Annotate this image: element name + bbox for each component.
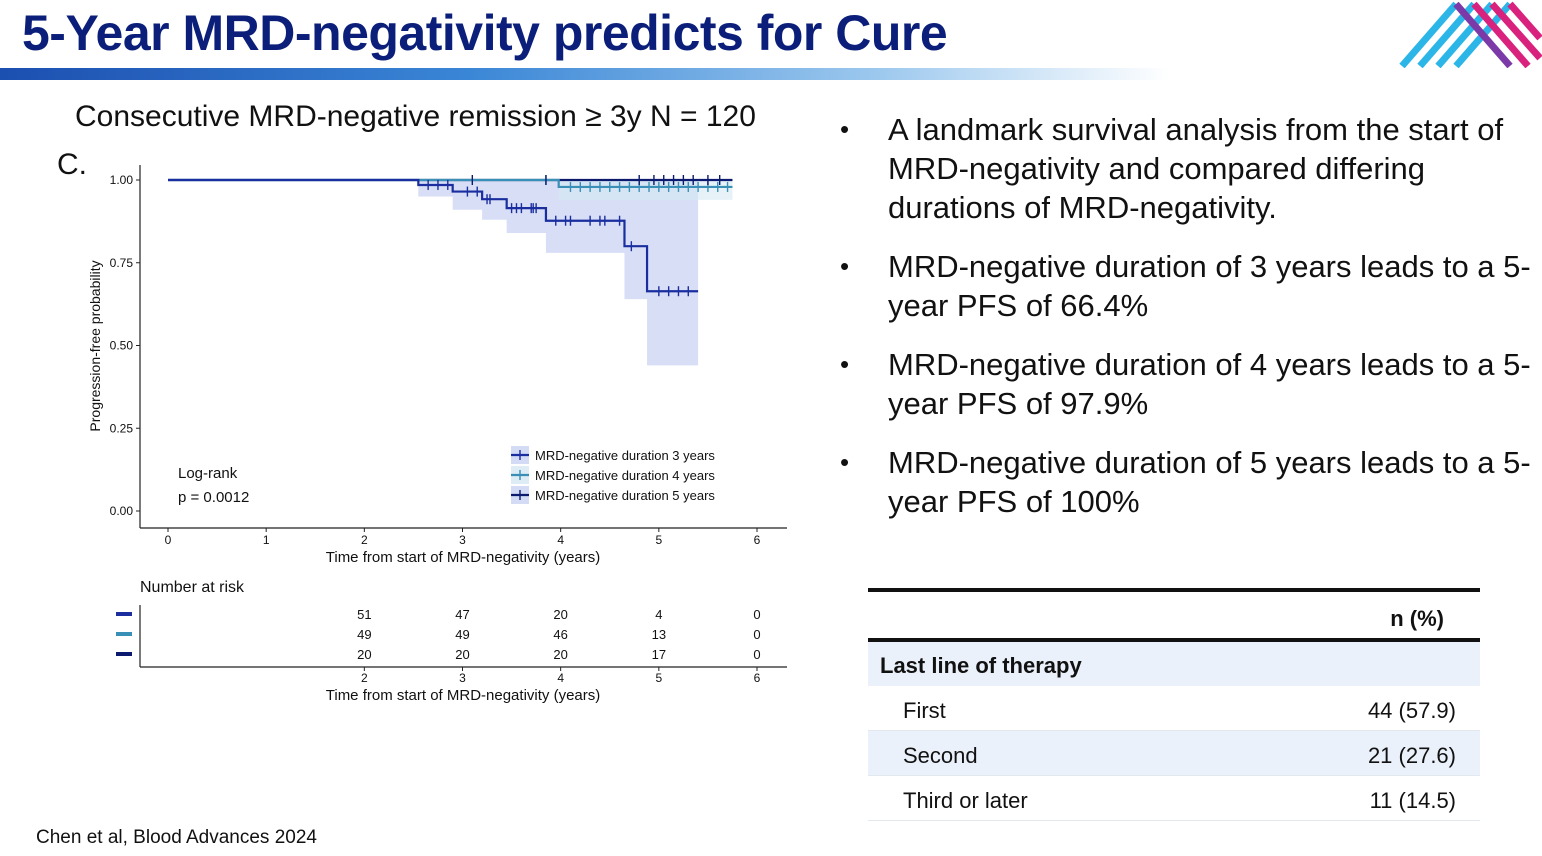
title-underline-bar	[0, 68, 1170, 80]
x-tick-label: 6	[754, 533, 761, 547]
table-row-value: 11 (14.5)	[1369, 788, 1456, 813]
risk-value: 0	[753, 607, 760, 622]
legend-label: MRD-negative duration 4 years	[535, 468, 715, 483]
chart-subtitle: Consecutive MRD-negative remission ≥ 3y …	[75, 100, 756, 133]
risk-x-tick-label: 5	[655, 671, 662, 685]
risk-table-title: Number at risk	[140, 579, 245, 596]
slide-title: 5-Year MRD-negativity predicts for Cure	[22, 5, 948, 61]
bullet-text: A landmark survival analysis from the st…	[888, 112, 1504, 225]
risk-value: 51	[357, 607, 371, 622]
risk-value: 13	[652, 627, 666, 642]
table-row-label: Second	[903, 743, 978, 768]
bullet-dot-icon: •	[840, 114, 850, 144]
x-axis-label: Time from start of MRD-negativity (years…	[326, 549, 601, 566]
risk-value: 20	[455, 647, 469, 662]
km-survival-chart: 0.00 0.25 0.50 0.75 1.00 0 1 2 3 4 5 6 Progression-…	[87, 165, 787, 704]
chart-legend: MRD-negative duration 3 years MRD-negativ…	[511, 446, 715, 504]
risk-value: 17	[652, 647, 666, 662]
risk-x-tick-label: 3	[459, 671, 466, 685]
citation: Chen et al, Blood Advances 2024	[36, 827, 317, 848]
x-tick-label: 1	[263, 533, 270, 547]
legend-label: MRD-negative duration 3 years	[535, 448, 715, 463]
risk-row-color-key	[116, 632, 132, 636]
risk-value: 0	[753, 627, 760, 642]
table-row: Third or later 11 (14.5)	[868, 776, 1480, 821]
risk-value: 49	[455, 627, 469, 642]
x-tick-label: 5	[655, 533, 662, 547]
risk-x-axis-label: Time from start of MRD-negativity (years…	[326, 687, 601, 704]
institution-logo	[1399, 1, 1542, 68]
risk-row-color-key	[116, 652, 132, 656]
table-row-value: 44 (57.9)	[1367, 698, 1456, 723]
bullet-text: MRD-negative duration of 4 years leads t…	[888, 347, 1531, 421]
bullet-item: • MRD-negative duration of 3 years leads …	[840, 247, 1540, 325]
table-top-rule	[868, 588, 1480, 592]
risk-value: 20	[553, 647, 567, 662]
legend-label: MRD-negative duration 5 years	[535, 488, 715, 503]
risk-value: 49	[357, 627, 371, 642]
table-row: Second 21 (27.6)	[868, 731, 1480, 776]
risk-x-tick-label: 2	[361, 671, 368, 685]
bullet-item: • MRD-negative duration of 4 years leads …	[840, 345, 1540, 423]
bullet-item: • MRD-negative duration of 5 years leads …	[840, 443, 1540, 521]
table-row: First 44 (57.9)	[868, 686, 1480, 731]
risk-value: 0	[753, 647, 760, 662]
axis-ticks: 0.00 0.25 0.50 0.75 1.00 0 1 2 3 4 5 6	[110, 173, 761, 547]
ci-band-4y	[558, 180, 733, 200]
bullet-item: • A landmark survival analysis from the s…	[840, 110, 1540, 227]
confidence-bands	[418, 180, 733, 366]
risk-row-color-key	[116, 612, 132, 616]
table-row-label: Third or later	[903, 788, 1028, 813]
y-tick-label: 0.25	[110, 421, 134, 435]
risk-value: 20	[553, 607, 567, 622]
risk-value: 4	[655, 607, 662, 622]
x-tick-label: 2	[361, 533, 368, 547]
table-section-label: Last line of therapy	[880, 653, 1082, 678]
y-axis-label: Progression-free probability	[87, 260, 103, 431]
table-header-n-percent: n (%)	[1390, 606, 1444, 631]
bullet-dot-icon: •	[840, 251, 850, 281]
panel-label: C.	[57, 148, 87, 181]
risk-x-tick-label: 4	[557, 671, 564, 685]
bullet-dot-icon: •	[840, 447, 850, 477]
table-row-label: First	[903, 698, 946, 723]
risk-x-tick-label: 6	[754, 671, 761, 685]
x-tick-label: 0	[165, 533, 172, 547]
ci-band-3y	[418, 180, 699, 366]
y-tick-label: 0.75	[110, 256, 134, 270]
bullet-text: MRD-negative duration of 3 years leads t…	[888, 249, 1531, 323]
risk-table-values: 51 47 20 4 0 49 49 46 13 0 20 20 20 17 0 2 3 4 5 6	[116, 607, 761, 685]
table-section-header: Last line of therapy	[868, 642, 1480, 686]
km-line-3y	[168, 178, 699, 293]
table-row-value: 21 (27.6)	[1367, 743, 1456, 768]
therapy-table: n (%) Last line of therapy First 44 (57.9…	[868, 588, 1480, 821]
y-tick-label: 0.00	[110, 504, 134, 518]
table-header: n (%)	[868, 592, 1480, 642]
x-tick-label: 3	[459, 533, 466, 547]
bullet-text: MRD-negative duration of 5 years leads t…	[888, 445, 1531, 519]
risk-value: 20	[357, 647, 371, 662]
y-tick-label: 0.50	[110, 339, 134, 353]
risk-value: 47	[455, 607, 469, 622]
x-tick-label: 4	[557, 533, 564, 547]
survival-curves	[168, 175, 733, 297]
bullet-list: • A landmark survival analysis from the s…	[840, 110, 1540, 541]
bullet-dot-icon: •	[840, 349, 850, 379]
y-tick-label: 1.00	[110, 173, 134, 187]
logrank-p-value: p = 0.0012	[178, 489, 249, 506]
logrank-label: Log-rank	[178, 465, 238, 482]
risk-value: 46	[553, 627, 567, 642]
